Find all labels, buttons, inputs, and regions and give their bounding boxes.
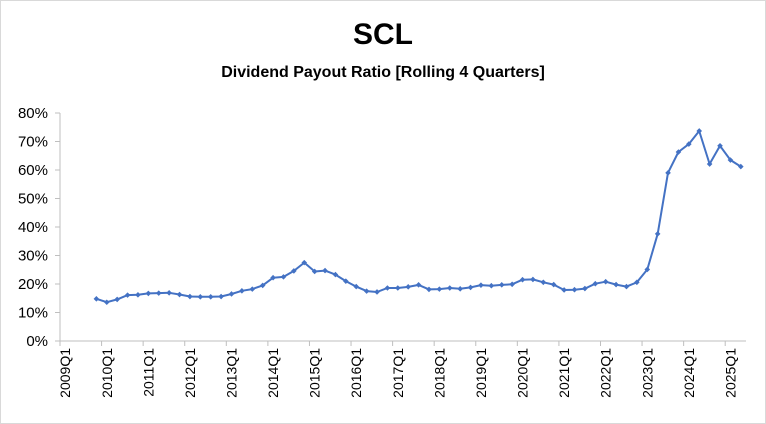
x-tick-label: 2010Q1 <box>99 348 115 398</box>
data-point <box>738 163 744 170</box>
data-point <box>571 286 578 293</box>
x-tick-label: 2009Q1 <box>57 348 73 398</box>
data-point <box>457 286 463 292</box>
data-point <box>686 141 692 147</box>
y-tick-label: 50% <box>18 191 48 208</box>
y-tick-label: 30% <box>18 248 48 265</box>
data-point <box>717 142 723 149</box>
data-point <box>478 282 484 288</box>
chart-subtitle: Dividend Payout Ratio [Rolling 4 Quarter… <box>221 64 545 81</box>
data-point <box>187 293 193 300</box>
x-tick-label: 2019Q1 <box>473 348 489 398</box>
y-tick-label: 60% <box>18 162 48 179</box>
data-point <box>498 282 505 288</box>
data-point <box>509 281 515 288</box>
data-point <box>530 276 536 283</box>
data-point <box>592 280 599 287</box>
data-point <box>207 294 214 300</box>
chart-title: SCL <box>353 18 413 51</box>
data-point <box>665 170 671 176</box>
data-point <box>374 289 380 295</box>
data-point <box>436 286 443 292</box>
data-point <box>103 299 110 306</box>
data-point <box>561 287 567 293</box>
y-tick-label: 20% <box>18 276 48 293</box>
x-tick-label: 2011Q1 <box>140 348 156 397</box>
data-point <box>696 128 703 134</box>
data-point <box>135 292 141 298</box>
data-point <box>623 283 630 290</box>
data-point <box>706 161 713 167</box>
data-point <box>301 259 308 266</box>
data-point <box>197 294 204 300</box>
data-point <box>602 278 609 285</box>
data-point <box>384 285 391 291</box>
data-point <box>446 285 453 291</box>
x-tick-label: 2015Q1 <box>307 348 323 398</box>
data-point <box>415 282 422 288</box>
data-point <box>93 296 100 302</box>
data-point <box>353 283 360 290</box>
x-tick-label: 2014Q1 <box>265 348 281 398</box>
data-point <box>613 281 619 288</box>
x-tick-label: 2025Q1 <box>722 348 738 398</box>
x-tick-label: 2016Q1 <box>348 348 364 398</box>
data-point <box>405 284 411 290</box>
data-point <box>644 266 651 273</box>
data-point <box>114 296 120 303</box>
x-tick-label: 2022Q1 <box>598 348 614 398</box>
x-tick-label: 2024Q1 <box>681 348 697 398</box>
y-tick-label: 70% <box>18 134 48 151</box>
y-tick-label: 80% <box>18 105 48 122</box>
x-tick-label: 2013Q1 <box>224 348 240 398</box>
data-point <box>675 149 682 155</box>
data-point <box>291 268 297 274</box>
data-point <box>727 157 734 163</box>
x-tick-label: 2020Q1 <box>515 348 531 398</box>
data-point <box>166 290 172 296</box>
y-tick-label: 0% <box>26 333 48 350</box>
y-tick-label: 10% <box>18 305 48 322</box>
data-point <box>332 271 339 278</box>
x-tick-label: 2012Q1 <box>182 348 198 398</box>
data-point <box>239 288 245 294</box>
data-point <box>155 290 162 296</box>
x-tick-label: 2017Q1 <box>390 348 406 398</box>
data-point <box>218 293 224 300</box>
x-tick-label: 2023Q1 <box>639 348 655 398</box>
x-tick-label: 2021Q1 <box>556 348 572 398</box>
data-point <box>270 274 276 281</box>
series-line <box>96 130 742 304</box>
data-point <box>176 291 183 298</box>
data-point <box>540 279 547 286</box>
x-tick-label: 2018Q1 <box>431 348 447 398</box>
data-point <box>634 279 640 286</box>
data-point <box>363 288 370 294</box>
y-tick-label: 40% <box>18 219 48 236</box>
data-point <box>228 291 235 297</box>
data-point <box>280 274 287 280</box>
data-point <box>467 284 474 291</box>
data-point <box>519 276 526 283</box>
data-point <box>550 281 557 288</box>
data-point <box>124 292 131 298</box>
data-point <box>145 290 152 297</box>
data-point <box>311 268 318 275</box>
data-point <box>343 278 349 284</box>
data-point <box>259 282 266 289</box>
data-point <box>249 286 256 292</box>
data-point <box>322 267 328 274</box>
data-point <box>582 285 588 292</box>
data-point <box>426 286 432 293</box>
data-point <box>395 285 401 291</box>
data-point <box>654 231 661 237</box>
data-point <box>488 282 495 289</box>
